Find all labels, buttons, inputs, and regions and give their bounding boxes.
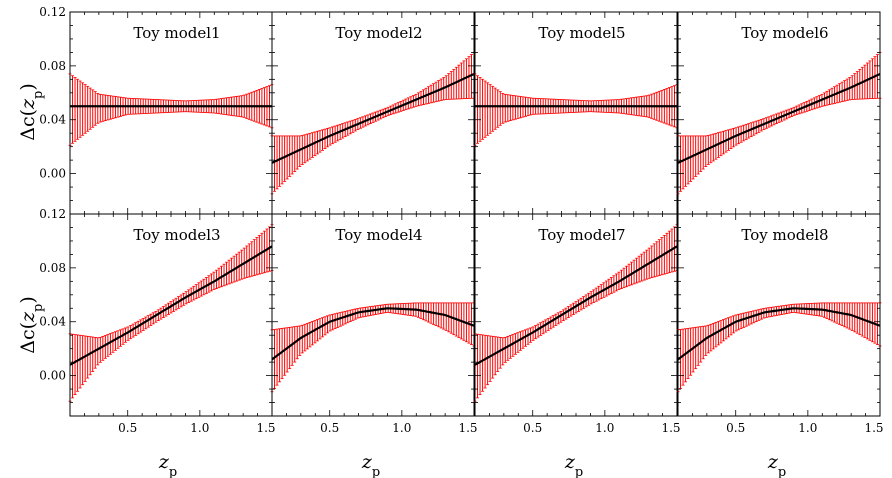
series-line bbox=[474, 245, 678, 366]
panel-title: Toy model4 bbox=[335, 226, 422, 244]
panel-5: 0.12 0.08 0.04 0.00 0.5 1.0 1.5 Toy model3 bbox=[39, 207, 275, 435]
panel-3: Toy model5 bbox=[473, 11, 679, 215]
x-tick-label: 1.0 bbox=[392, 421, 411, 435]
series-line bbox=[271, 72, 475, 164]
panel-title: Toy model8 bbox=[741, 226, 828, 244]
y-axis-label-bottom: Δc(zp) bbox=[17, 296, 46, 354]
x-tick-label: 1.0 bbox=[190, 421, 209, 435]
y-tick-label: 0.00 bbox=[39, 167, 66, 181]
panel-title: Toy model6 bbox=[741, 24, 828, 42]
x-tick-label: 1.5 bbox=[864, 421, 883, 435]
panel-title: Toy model7 bbox=[538, 226, 625, 244]
x-tick-label: 0.5 bbox=[320, 421, 339, 435]
x-tick-label: 0.5 bbox=[118, 421, 137, 435]
series-line bbox=[677, 307, 881, 361]
y-tick-label: 0.12 bbox=[39, 5, 66, 19]
panel-frame bbox=[69, 213, 273, 417]
x-axis-label-3: zp bbox=[564, 451, 583, 478]
panel-4: Toy model6 bbox=[676, 11, 882, 215]
panel-title: Toy model1 bbox=[133, 24, 220, 42]
y-tick-label: 0.08 bbox=[39, 59, 66, 73]
panels-group: 0.12 0.08 0.04 0.00 Toy model1 Toy model2 Toy … bbox=[39, 5, 883, 435]
series-line bbox=[271, 307, 475, 361]
series-line bbox=[69, 245, 273, 366]
x-tick-label: 1.5 bbox=[256, 421, 275, 435]
x-tick-label: 0.5 bbox=[523, 421, 542, 435]
panel-title: Toy model3 bbox=[133, 226, 220, 244]
x-axis-label-4: zp bbox=[767, 451, 786, 478]
x-tick-label: 1.0 bbox=[595, 421, 614, 435]
panel-1: 0.12 0.08 0.04 0.00 Toy model1 bbox=[39, 5, 274, 215]
x-tick-label: 1.5 bbox=[458, 421, 477, 435]
x-tick-label: 0.5 bbox=[726, 421, 745, 435]
y-axis-label-top: Δc(zp) bbox=[17, 83, 46, 141]
y-tick-label: 0.12 bbox=[39, 207, 66, 221]
x-axis-label-1: zp bbox=[158, 451, 177, 478]
panel-title: Toy model5 bbox=[538, 24, 625, 42]
y-tick-label: 0.08 bbox=[39, 261, 66, 275]
panel-frame bbox=[474, 213, 678, 417]
x-tick-label: 1.0 bbox=[798, 421, 817, 435]
panel-title: Toy model2 bbox=[335, 24, 422, 42]
x-axis-label-2: zp bbox=[361, 451, 380, 478]
panel-6: 0.5 1.0 1.5 Toy model4 bbox=[270, 213, 478, 435]
y-tick-label: 0.04 bbox=[39, 315, 66, 329]
panel-2: Toy model2 bbox=[270, 11, 476, 215]
panel-8: 0.5 1.0 1.5 Toy model8 bbox=[676, 213, 884, 435]
y-tick-label: 0.00 bbox=[39, 369, 66, 383]
y-tick-label: 0.04 bbox=[39, 113, 66, 127]
panel-7: 0.5 1.0 1.5 Toy model7 bbox=[473, 213, 681, 435]
series-line bbox=[677, 72, 881, 164]
x-tick-label: 1.5 bbox=[661, 421, 680, 435]
